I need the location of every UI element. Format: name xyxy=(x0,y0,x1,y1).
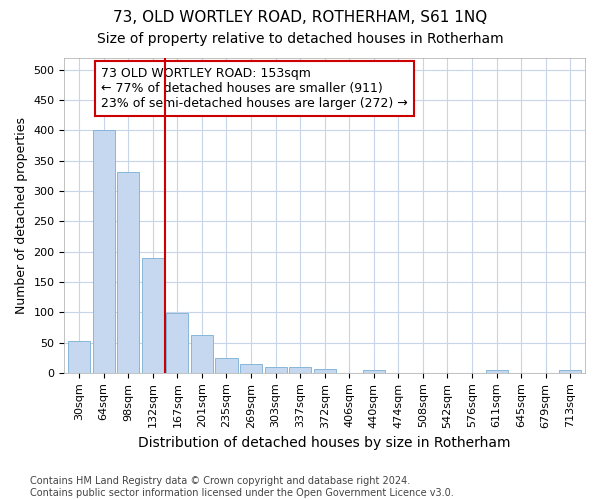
Y-axis label: Number of detached properties: Number of detached properties xyxy=(15,116,28,314)
Bar xyxy=(68,342,90,373)
Text: 73, OLD WORTLEY ROAD, ROTHERHAM, S61 1NQ: 73, OLD WORTLEY ROAD, ROTHERHAM, S61 1NQ xyxy=(113,10,487,25)
X-axis label: Distribution of detached houses by size in Rotherham: Distribution of detached houses by size … xyxy=(139,436,511,450)
Bar xyxy=(191,334,213,373)
Bar xyxy=(142,258,164,373)
Bar xyxy=(240,364,262,373)
Bar xyxy=(265,367,287,373)
Bar xyxy=(363,370,385,373)
Bar xyxy=(559,370,581,373)
Bar xyxy=(314,369,336,373)
Bar xyxy=(215,358,238,373)
Text: Size of property relative to detached houses in Rotherham: Size of property relative to detached ho… xyxy=(97,32,503,46)
Bar xyxy=(485,370,508,373)
Text: Contains HM Land Registry data © Crown copyright and database right 2024.
Contai: Contains HM Land Registry data © Crown c… xyxy=(30,476,454,498)
Text: 73 OLD WORTLEY ROAD: 153sqm
← 77% of detached houses are smaller (911)
23% of se: 73 OLD WORTLEY ROAD: 153sqm ← 77% of det… xyxy=(101,67,407,110)
Bar xyxy=(117,172,139,373)
Bar xyxy=(166,313,188,373)
Bar xyxy=(92,130,115,373)
Bar xyxy=(289,367,311,373)
